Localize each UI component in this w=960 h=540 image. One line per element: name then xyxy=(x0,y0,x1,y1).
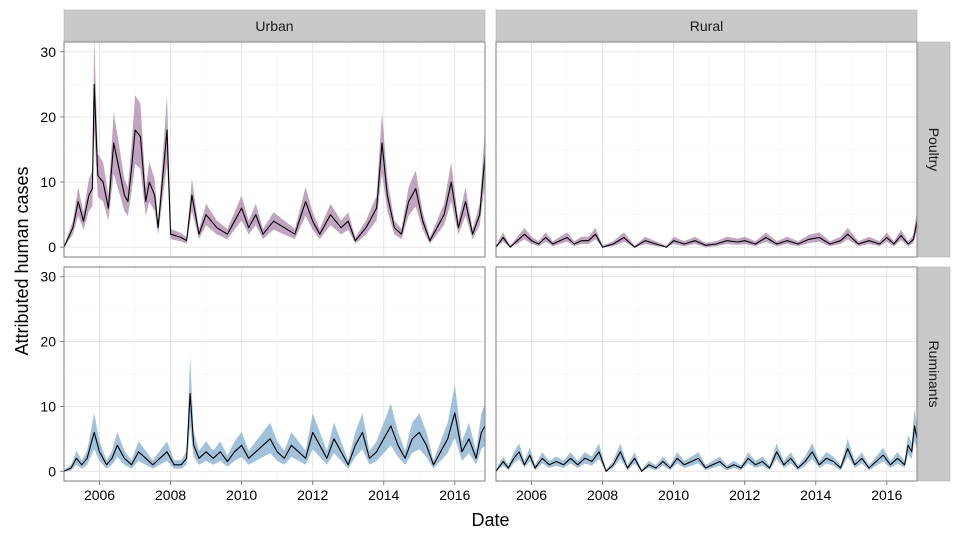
panel-border xyxy=(63,266,486,482)
y-tick-label: 30 xyxy=(40,44,56,60)
x-axis-ticks: 2006 2008 2010 2012 2014 2016 2006 2008 2010 2012… xyxy=(84,481,903,503)
column-strip-urban: Urban xyxy=(63,9,486,42)
y-tick-label: 20 xyxy=(40,334,56,350)
x-tick-label: 2012 xyxy=(729,487,760,503)
y-axis-ticks: 0 10 20 30 0 10 20 30 xyxy=(40,44,64,479)
x-tick-label: 2010 xyxy=(658,487,689,503)
plot-panels xyxy=(63,37,918,482)
panel-border xyxy=(63,41,486,258)
row-strip-label: Ruminants xyxy=(926,341,942,408)
x-tick-label: 2016 xyxy=(439,487,470,503)
column-strip-label: Urban xyxy=(255,18,293,34)
panel-border xyxy=(495,266,918,482)
x-tick-label: 2012 xyxy=(297,487,328,503)
y-tick-label: 10 xyxy=(40,174,56,190)
uncertainty-band xyxy=(496,210,917,248)
panel-urban-ruminants xyxy=(63,266,486,482)
panel-rural-poultry xyxy=(495,41,918,258)
x-tick-label: 2006 xyxy=(84,487,115,503)
column-strip-label: Rural xyxy=(690,18,723,34)
x-tick-label: 2008 xyxy=(155,487,186,503)
panel-border xyxy=(495,41,918,258)
series-line xyxy=(495,221,918,248)
x-tick-label: 2016 xyxy=(871,487,902,503)
series-line xyxy=(63,83,486,248)
row-strip-label: Poultry xyxy=(926,128,942,172)
x-tick-label: 2014 xyxy=(368,487,399,503)
x-axis-title: Date xyxy=(471,510,509,530)
column-strip-rural: Rural xyxy=(495,9,918,42)
y-tick-label: 30 xyxy=(40,269,56,285)
y-tick-label: 0 xyxy=(48,463,56,479)
row-strip-ruminants: Ruminants xyxy=(917,266,951,482)
panel-urban-poultry xyxy=(63,37,486,258)
y-tick-label: 10 xyxy=(40,398,56,414)
y-axis-title: Attributed human cases xyxy=(12,166,32,355)
series-line xyxy=(63,392,486,472)
x-tick-label: 2014 xyxy=(800,487,831,503)
x-tick-label: 2008 xyxy=(587,487,618,503)
uncertainty-band xyxy=(64,356,485,472)
series-line xyxy=(495,425,918,472)
uncertainty-band xyxy=(496,408,917,472)
y-tick-label: 20 xyxy=(40,109,56,125)
panel-rural-ruminants xyxy=(495,266,918,482)
y-tick-label: 0 xyxy=(48,239,56,255)
row-strip-poultry: Poultry xyxy=(917,41,951,258)
x-tick-label: 2010 xyxy=(226,487,257,503)
x-tick-label: 2006 xyxy=(516,487,547,503)
